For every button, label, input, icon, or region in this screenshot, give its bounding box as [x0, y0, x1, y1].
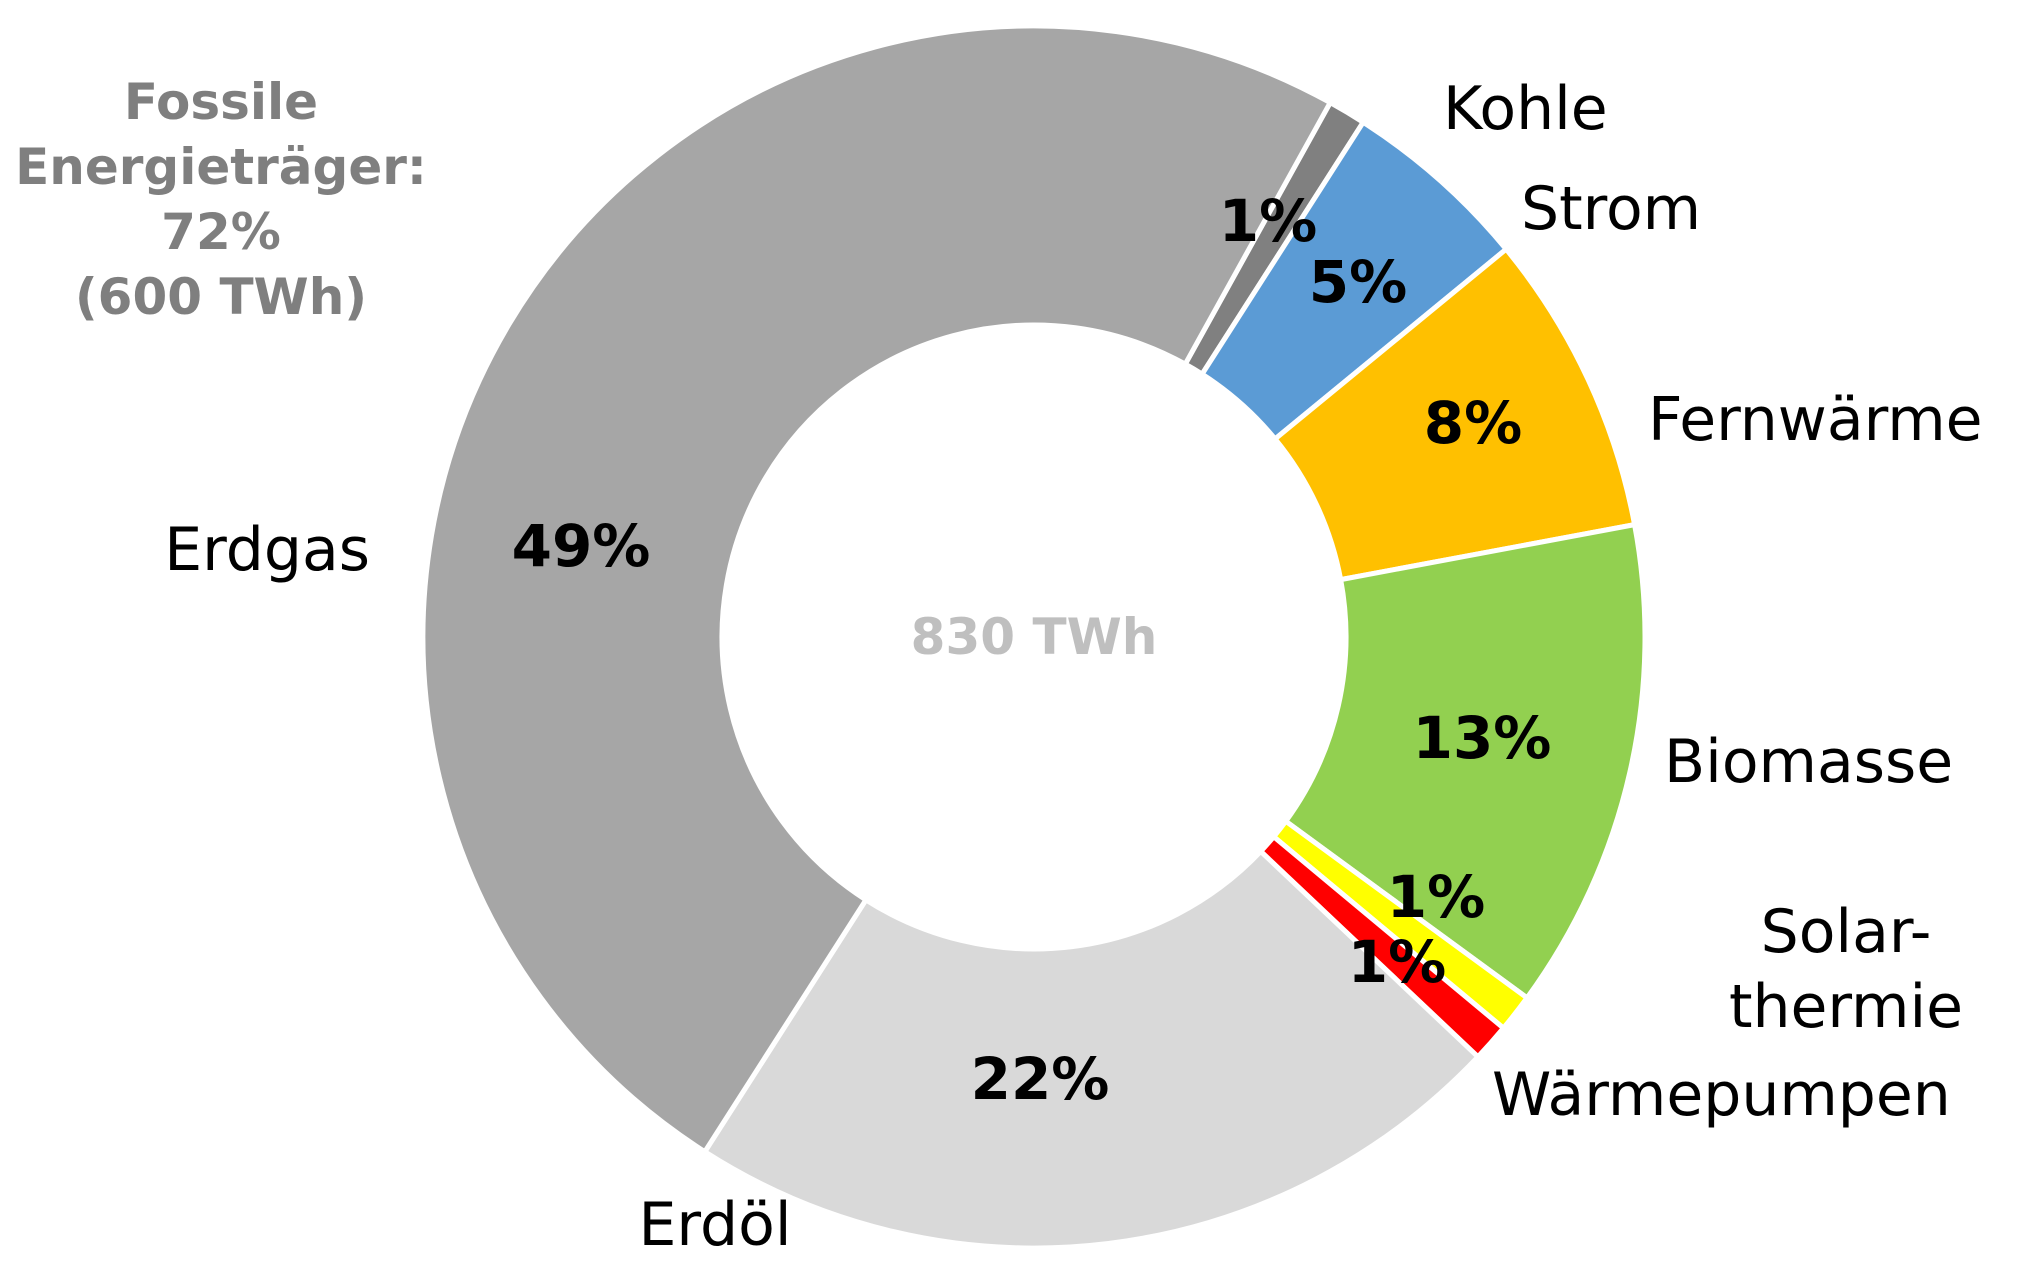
- value-label: 8%: [1424, 389, 1522, 457]
- value-label: 1%: [1348, 928, 1446, 996]
- value-label: 22%: [971, 1045, 1110, 1113]
- value-label: 1%: [1219, 187, 1317, 255]
- chart: Fossile Energieträger: 72% (600 TWh) 830…: [0, 0, 2018, 1264]
- category-label: Strom: [1521, 172, 1701, 247]
- value-label: 5%: [1309, 248, 1407, 316]
- category-label: Erdgas: [164, 513, 370, 588]
- center-label: 830 TWh: [911, 608, 1158, 666]
- annotation: Fossile Energieträger: 72% (600 TWh): [15, 70, 427, 330]
- category-label: Erdöl: [639, 1188, 792, 1263]
- category-label: Wärmepumpen: [1492, 1058, 1951, 1133]
- value-label: 13%: [1413, 704, 1552, 772]
- category-label: Kohle: [1443, 72, 1608, 147]
- category-label: Biomasse: [1664, 725, 1953, 800]
- category-label: Solar- thermie: [1729, 895, 1963, 1045]
- category-label: Fernwärme: [1648, 383, 1983, 458]
- value-label: 49%: [512, 512, 651, 580]
- value-label: 1%: [1387, 863, 1485, 931]
